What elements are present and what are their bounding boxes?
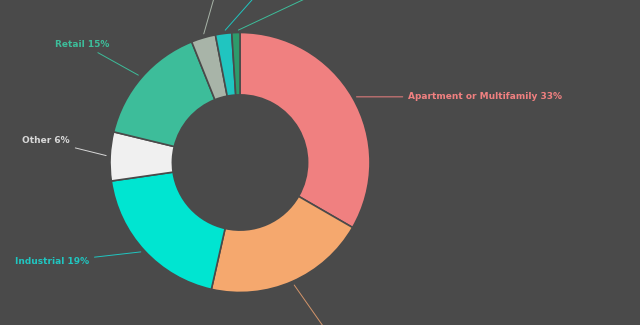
Text: Mixed Use 2%: Mixed Use 2% bbox=[225, 0, 311, 30]
Text: Lodging 3%: Lodging 3% bbox=[193, 0, 252, 34]
Text: Retail 15%: Retail 15% bbox=[55, 40, 138, 75]
Text: Other 6%: Other 6% bbox=[22, 136, 106, 156]
Text: Office 20%: Office 20% bbox=[294, 285, 358, 325]
Wedge shape bbox=[240, 32, 370, 228]
Wedge shape bbox=[192, 35, 227, 100]
Wedge shape bbox=[114, 42, 215, 147]
Text: Industrial 19%: Industrial 19% bbox=[15, 252, 141, 266]
Text: Apartment or Multifamily 33%: Apartment or Multifamily 33% bbox=[356, 92, 563, 101]
Text: Medical or Health Care 1%: Medical or Health Care 1% bbox=[238, 0, 407, 30]
Wedge shape bbox=[111, 172, 225, 289]
Wedge shape bbox=[110, 132, 174, 181]
Wedge shape bbox=[211, 196, 353, 292]
Wedge shape bbox=[216, 33, 236, 96]
Wedge shape bbox=[232, 32, 240, 95]
